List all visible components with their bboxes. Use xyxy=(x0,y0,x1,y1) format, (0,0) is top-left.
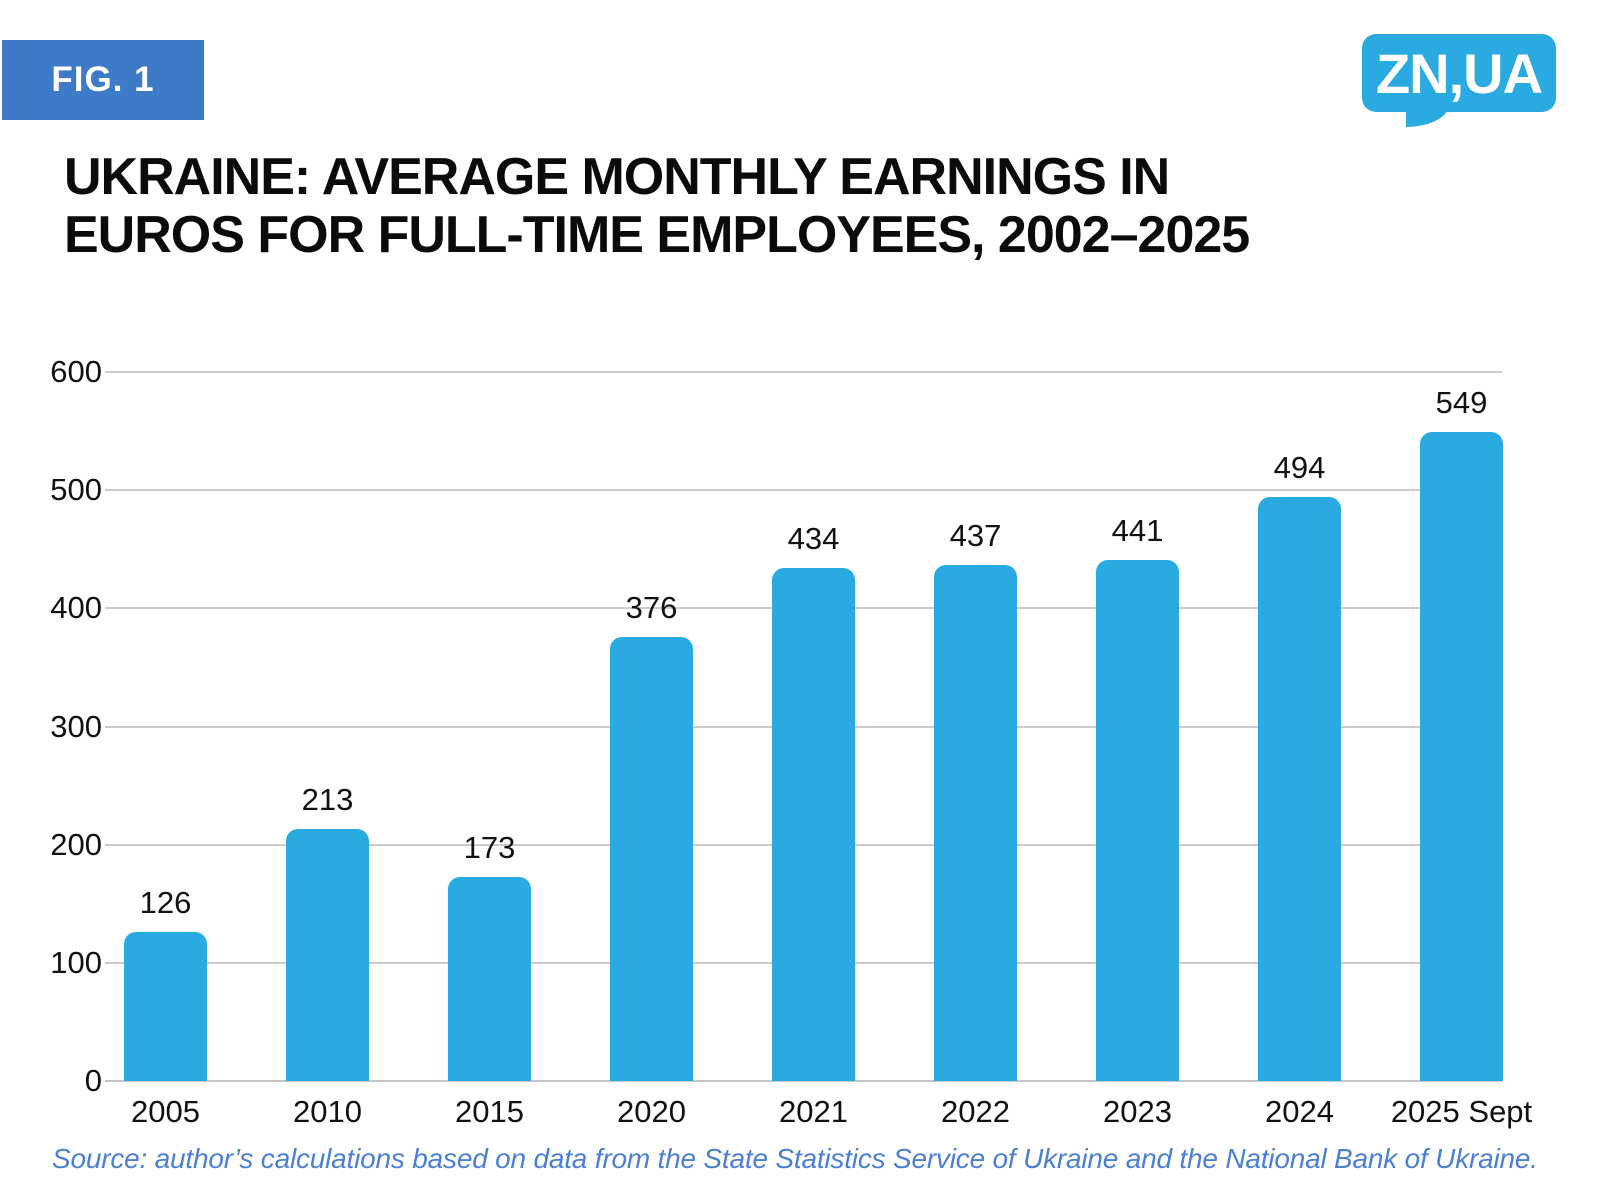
y-tick-label: 0 xyxy=(84,1063,102,1098)
x-tick-label: 2025 Sept xyxy=(1390,1094,1533,1129)
bar-value-label: 494 xyxy=(1273,450,1326,485)
bar xyxy=(772,568,855,1081)
x-axis-baseline xyxy=(105,1080,1502,1082)
bar xyxy=(934,565,1017,1081)
znua-logo: ZN,UA xyxy=(1362,34,1556,127)
bar-value-label: 376 xyxy=(625,590,678,625)
x-tick-label: 2015 xyxy=(455,1094,524,1129)
bar xyxy=(1420,432,1503,1081)
znua-logo-text: ZN,UA xyxy=(1375,41,1543,105)
x-tick-label: 2024 xyxy=(1265,1094,1334,1129)
figure-number-badge: FIG. 1 xyxy=(2,40,204,120)
bar-value-label: 126 xyxy=(139,885,192,920)
bar xyxy=(1258,497,1341,1081)
x-tick-label: 2020 xyxy=(617,1094,686,1129)
bar-value-label: 173 xyxy=(463,830,516,865)
gridline xyxy=(105,371,1502,373)
source-note: Source: author’s calculations based on d… xyxy=(52,1143,1538,1174)
y-tick-label: 200 xyxy=(50,826,102,862)
chart-title-line1: UKRAINE: AVERAGE MONTHLY EARNINGS IN xyxy=(64,148,1170,206)
y-tick-label: 400 xyxy=(50,590,102,626)
bar xyxy=(124,932,207,1081)
y-tick-label: 500 xyxy=(50,472,102,508)
x-tick-label: 2021 xyxy=(779,1094,848,1129)
y-tick-label: 300 xyxy=(50,708,102,744)
bar xyxy=(1096,560,1179,1081)
x-tick-label: 2022 xyxy=(941,1094,1010,1129)
bar-value-label: 434 xyxy=(787,521,840,556)
bar-value-label: 213 xyxy=(301,782,354,817)
y-tick-label: 100 xyxy=(50,944,102,980)
bar xyxy=(448,877,531,1081)
y-tick-label: 600 xyxy=(50,354,102,389)
chart-title-line2: EUROS FOR FULL-TIME EMPLOYEES, 2002–2025 xyxy=(64,206,1250,265)
x-tick-label: 2023 xyxy=(1103,1094,1172,1129)
gridline xyxy=(105,489,1502,492)
bar-value-label: 437 xyxy=(949,518,1002,553)
x-tick-label: 2005 xyxy=(131,1094,200,1129)
bar xyxy=(286,829,369,1081)
figure-number-label: FIG. 1 xyxy=(51,60,155,99)
bar-value-label: 441 xyxy=(1111,513,1164,548)
bar xyxy=(610,637,693,1081)
x-tick-label: 2010 xyxy=(293,1094,362,1129)
chart-title: UKRAINE: AVERAGE MONTHLY EARNINGS IN EUR… xyxy=(64,148,1250,265)
bar-value-label: 549 xyxy=(1435,385,1488,420)
